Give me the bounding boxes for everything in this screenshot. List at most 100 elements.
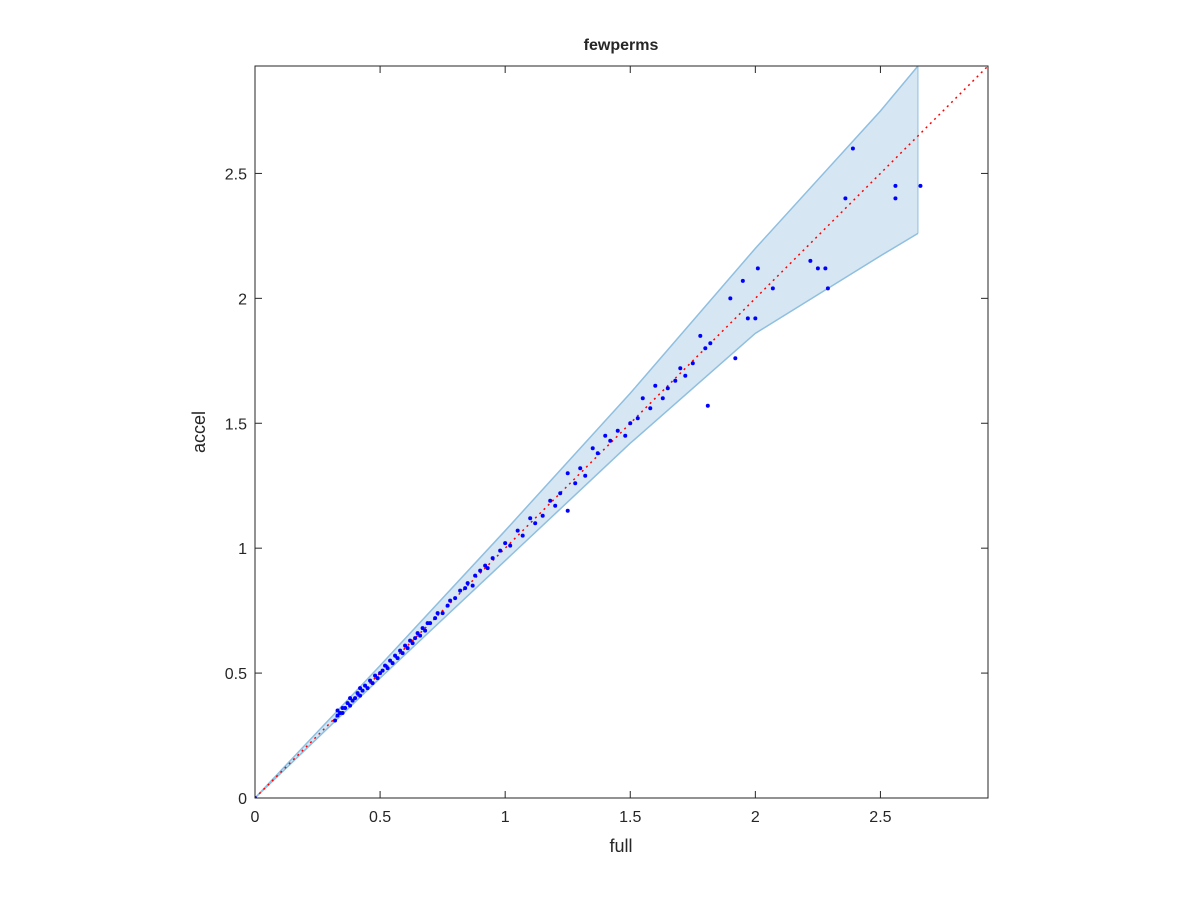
point (405, 646, 410, 651)
point (485, 566, 490, 571)
confidence-band (255, 66, 918, 798)
point (398, 648, 403, 653)
point (335, 708, 340, 713)
point (428, 621, 433, 626)
point (358, 686, 363, 691)
point (698, 333, 703, 338)
point (823, 266, 828, 271)
point (383, 663, 388, 668)
point (640, 396, 645, 401)
point (515, 528, 520, 533)
point (603, 433, 608, 438)
point (358, 693, 363, 698)
point (573, 481, 578, 486)
point (615, 428, 620, 433)
y-tick-label: 0 (238, 791, 247, 808)
point (410, 641, 415, 646)
point (365, 686, 370, 691)
point (408, 638, 413, 643)
point (353, 696, 358, 701)
x-tick-label: 0.5 (369, 809, 391, 826)
point (683, 373, 688, 378)
band-upper-edge (255, 66, 919, 798)
point (583, 473, 588, 478)
point (653, 383, 658, 388)
point (373, 673, 378, 678)
plot-area (255, 66, 988, 798)
y-tick-label: 0.5 (225, 666, 247, 683)
point (375, 676, 380, 681)
point (843, 196, 848, 201)
point (740, 278, 745, 283)
y-tick-label: 2.5 (225, 166, 247, 183)
point (635, 416, 640, 421)
chart-title: fewperms (584, 37, 659, 54)
point (628, 421, 633, 426)
point (678, 366, 683, 371)
point (435, 611, 440, 616)
point (453, 596, 458, 601)
x-tick-label: 0 (251, 809, 260, 826)
point (385, 666, 390, 671)
point (528, 516, 533, 521)
point (503, 541, 508, 546)
point (400, 651, 405, 656)
point (458, 588, 463, 593)
point (498, 548, 503, 553)
point (565, 471, 570, 476)
point (825, 286, 830, 291)
point (490, 556, 495, 561)
x-tick-label: 1 (501, 809, 510, 826)
point (728, 296, 733, 301)
point (413, 636, 418, 641)
point (553, 503, 558, 508)
point (690, 361, 695, 366)
point (348, 703, 353, 708)
point (753, 316, 758, 321)
point (378, 671, 383, 676)
x-axis-label: full (609, 836, 632, 856)
point (673, 378, 678, 383)
point (770, 286, 775, 291)
point (705, 403, 710, 408)
point (918, 183, 923, 188)
point (665, 386, 670, 391)
axes: 0 0.5 1 1.5 2 2.5 0 0.5 1 1.5 2 2.5 (225, 65, 989, 826)
point (395, 656, 400, 661)
point (388, 658, 393, 663)
point (520, 533, 525, 538)
point (578, 466, 583, 471)
point (623, 433, 628, 438)
point (423, 628, 428, 633)
y-tick-label: 1.5 (225, 416, 247, 433)
point (708, 341, 713, 346)
y-tick-label: 2 (238, 291, 247, 308)
point (608, 438, 613, 443)
point (448, 598, 453, 603)
point (418, 633, 423, 638)
axes-box (254, 65, 989, 799)
band-lower-edge (255, 232, 919, 798)
point (565, 508, 570, 513)
point (440, 611, 445, 616)
point (470, 583, 475, 588)
point (548, 498, 553, 503)
x-tick-label: 2.5 (869, 809, 891, 826)
point (540, 513, 545, 518)
point (733, 356, 738, 361)
point (445, 603, 450, 608)
point (483, 563, 488, 568)
point (340, 711, 345, 716)
point (755, 266, 760, 271)
point (465, 581, 470, 586)
point (850, 146, 855, 151)
point (463, 586, 468, 591)
point (433, 616, 438, 621)
point (808, 258, 813, 263)
point (393, 653, 398, 658)
point (348, 696, 353, 701)
point (745, 316, 750, 321)
point (590, 446, 595, 451)
point (533, 521, 538, 526)
